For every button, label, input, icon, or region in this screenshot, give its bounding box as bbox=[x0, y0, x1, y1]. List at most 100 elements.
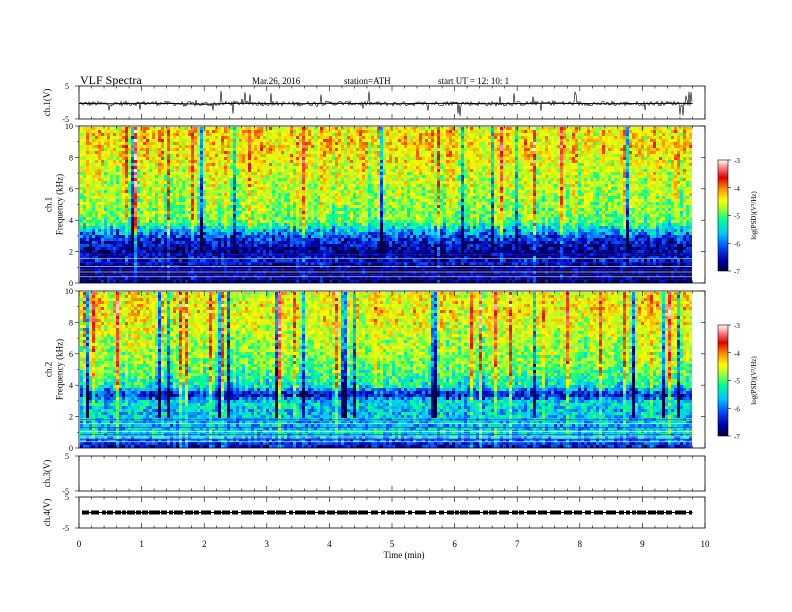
spectrogram-cell bbox=[302, 163, 305, 166]
spectrogram-cell bbox=[305, 196, 308, 199]
spectrogram-cell bbox=[302, 211, 305, 214]
spectrogram-cell bbox=[320, 247, 323, 250]
spectrogram-cell bbox=[281, 175, 284, 178]
spectrogram-cell bbox=[263, 160, 266, 163]
spectrogram-cell bbox=[119, 148, 122, 151]
spectrogram-cell bbox=[332, 274, 335, 277]
spectrogram-cell bbox=[137, 271, 140, 274]
spectrogram-cell bbox=[338, 181, 341, 184]
spectrogram-cell bbox=[254, 226, 257, 229]
spectrogram-cell bbox=[296, 244, 299, 247]
spectrogram-cell bbox=[158, 205, 161, 208]
spectrogram-cell bbox=[185, 139, 188, 142]
spectrogram-cell bbox=[323, 208, 326, 211]
spectrogram-cell bbox=[167, 127, 170, 130]
spectrogram-cell bbox=[308, 205, 311, 208]
spectrogram-cell bbox=[326, 157, 329, 160]
spectrogram-cell bbox=[260, 208, 263, 211]
spectrogram-cell bbox=[113, 142, 116, 145]
spectrogram-cell bbox=[341, 214, 344, 217]
spectrogram-cell bbox=[254, 148, 257, 151]
spectrogram-cell bbox=[272, 142, 275, 145]
spectrogram-cell bbox=[347, 244, 350, 247]
spectrogram-cell bbox=[344, 220, 347, 223]
spectrogram-cell bbox=[89, 199, 92, 202]
spectrogram-cell bbox=[221, 262, 224, 265]
spectrogram-cell bbox=[140, 229, 143, 232]
spectrogram-cell bbox=[98, 271, 101, 274]
spectrogram-cell bbox=[284, 148, 287, 151]
spectrogram-cell bbox=[92, 271, 95, 274]
spectrogram-cell bbox=[161, 169, 164, 172]
spectrogram-cell bbox=[296, 214, 299, 217]
spectrogram-cell bbox=[308, 199, 311, 202]
spectrogram-cell bbox=[299, 244, 302, 247]
spectrogram-cell bbox=[173, 211, 176, 214]
spectrogram-cell bbox=[194, 184, 197, 187]
spectrogram-cell bbox=[125, 157, 128, 160]
spectrogram-cell bbox=[251, 193, 254, 196]
spectrogram-cell bbox=[314, 151, 317, 154]
spectrogram-cell bbox=[209, 196, 212, 199]
spectrogram-cell bbox=[179, 211, 182, 214]
spectrogram-cell bbox=[353, 151, 356, 154]
spectrogram-cell bbox=[149, 166, 152, 169]
spectrogram-cell bbox=[131, 172, 134, 175]
spectrogram-cell bbox=[110, 172, 113, 175]
spectrogram-cell bbox=[344, 199, 347, 202]
spectrogram-cell bbox=[92, 157, 95, 160]
spectrogram-cell bbox=[266, 139, 269, 142]
spectrogram-cell bbox=[335, 271, 338, 274]
spectrogram-cell bbox=[347, 181, 350, 184]
spectrogram-cell bbox=[119, 277, 122, 280]
spectrogram-cell bbox=[338, 190, 341, 193]
spectrogram-cell bbox=[320, 199, 323, 202]
spectrogram-cell bbox=[83, 217, 86, 220]
spectrogram-cell bbox=[206, 160, 209, 163]
spectrogram-cell bbox=[275, 232, 278, 235]
spectrogram-cell bbox=[239, 178, 242, 181]
spectrogram-cell bbox=[314, 238, 317, 241]
spectrogram-cell bbox=[347, 205, 350, 208]
spectrogram-cell bbox=[182, 148, 185, 151]
spectrogram-cell bbox=[113, 127, 116, 130]
spectrogram-cell bbox=[200, 181, 203, 184]
spectrogram-cell bbox=[92, 169, 95, 172]
spectrogram-cell bbox=[275, 199, 278, 202]
spectrogram-cell bbox=[272, 235, 275, 238]
spectrogram-cell bbox=[320, 250, 323, 253]
spectrogram-cell bbox=[122, 217, 125, 220]
spectrogram-cell bbox=[161, 196, 164, 199]
spectrogram-cell bbox=[146, 178, 149, 181]
spectrogram-cell bbox=[251, 259, 254, 262]
spectrogram-cell bbox=[149, 193, 152, 196]
spectrogram-cell bbox=[266, 175, 269, 178]
spectrogram-cell bbox=[218, 262, 221, 265]
spectrogram-cell bbox=[320, 166, 323, 169]
spectrogram-cell bbox=[215, 163, 218, 166]
spectrogram-cell bbox=[329, 208, 332, 211]
spectrogram-cell bbox=[293, 277, 296, 280]
spectrogram-cell bbox=[287, 139, 290, 142]
spectrogram-cell bbox=[197, 193, 200, 196]
spectrogram-cell bbox=[341, 205, 344, 208]
spectrogram-cell bbox=[125, 133, 128, 136]
spectrogram-cell bbox=[311, 178, 314, 181]
spectrogram-cell bbox=[200, 214, 203, 217]
spectrogram-cell bbox=[320, 130, 323, 133]
spectrogram-cell bbox=[218, 196, 221, 199]
spectrogram-cell bbox=[287, 148, 290, 151]
spectrogram-cell bbox=[92, 199, 95, 202]
spectrogram-cell bbox=[182, 178, 185, 181]
spectrogram-cell bbox=[269, 169, 272, 172]
spectrogram-cell bbox=[176, 130, 179, 133]
y-axis-label: ch.1(V) bbox=[42, 89, 52, 117]
spectrogram-cell bbox=[110, 205, 113, 208]
spectrogram-cell bbox=[314, 172, 317, 175]
spectrogram-cell bbox=[302, 136, 305, 139]
spectrogram-cell bbox=[146, 262, 149, 265]
spectrogram-cell bbox=[290, 220, 293, 223]
spectrogram-cell bbox=[203, 271, 206, 274]
spectrogram-cell bbox=[212, 250, 215, 253]
spectrogram-cell bbox=[149, 139, 152, 142]
